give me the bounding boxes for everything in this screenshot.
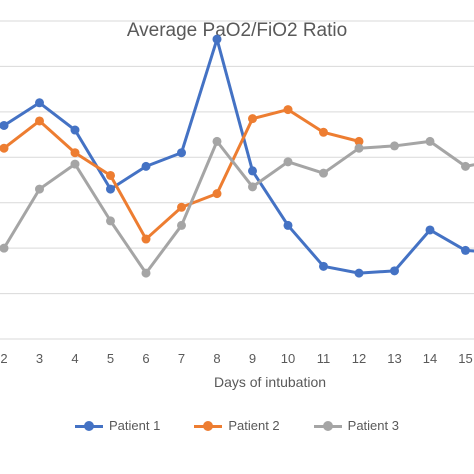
data-point-patient-1: [0, 120, 9, 130]
data-point-patient-1: [354, 268, 364, 278]
data-point-patient-2: [35, 116, 44, 126]
x-tick-label: 9: [249, 351, 256, 366]
data-point-patient-3: [0, 243, 9, 253]
x-tick-label: 15: [458, 351, 472, 366]
data-point-patient-3: [425, 136, 435, 146]
x-axis-label: Days of intubation: [213, 374, 327, 390]
legend-item-patient-1: Patient 1: [75, 418, 160, 433]
legend-label-patient-2: Patient 2: [228, 418, 280, 433]
data-point-patient-1: [70, 125, 80, 135]
x-tick-label: 12: [352, 351, 366, 366]
data-point-patient-2: [0, 143, 9, 153]
data-point-patient-2: [212, 189, 222, 199]
data-point-patient-3: [106, 216, 115, 226]
x-tick-label: 5: [107, 351, 114, 366]
data-point-patient-1: [141, 161, 151, 171]
data-point-patient-1: [35, 98, 44, 108]
data-point-patient-3: [283, 157, 293, 167]
data-point-patient-2: [248, 114, 257, 124]
data-point-patient-1: [319, 261, 328, 271]
data-point-patient-3: [212, 136, 222, 146]
data-point-patient-1: [248, 166, 257, 176]
data-point-patient-3: [35, 184, 44, 194]
data-point-patient-1: [106, 184, 115, 194]
x-tick-label: 7: [178, 351, 185, 366]
data-point-patient-2: [319, 127, 328, 137]
legend: Patient 1 Patient 2 Patient 3: [0, 418, 474, 433]
data-point-patient-3: [177, 220, 186, 230]
data-point-patient-1: [177, 148, 186, 158]
data-point-patient-2: [141, 234, 151, 244]
data-point-patient-3: [319, 168, 328, 178]
data-point-patient-3: [461, 161, 470, 171]
x-tick-labels: 2345678910111213141516: [0, 351, 472, 366]
chart-title: Average PaO2/FiO2 Ratio: [126, 20, 348, 41]
x-tick-label: 14: [423, 351, 437, 366]
data-point-patient-1: [390, 266, 399, 276]
legend-swatch-patient-3: [313, 420, 342, 431]
x-tick-label: 8: [213, 351, 220, 366]
data-point-patient-2: [177, 202, 186, 212]
data-point-patient-2: [354, 136, 364, 146]
legend-item-patient-2: Patient 2: [194, 418, 280, 433]
data-point-patient-1: [212, 34, 222, 44]
gridlines: [0, 20, 474, 340]
data-point-patient-3: [248, 182, 257, 192]
data-point-patient-1: [283, 220, 293, 230]
legend-swatch-patient-1: [75, 420, 103, 431]
legend-item-patient-3: Patient 3: [313, 418, 399, 433]
data-point-patient-1: [461, 245, 470, 255]
data-point-patient-1: [425, 225, 435, 235]
x-tick-label: 10: [281, 351, 295, 366]
data-point-patient-2: [283, 105, 293, 115]
data-point-patient-3: [390, 141, 399, 151]
x-tick-label: 2: [0, 351, 7, 366]
legend-label-patient-1: Patient 1: [109, 418, 161, 433]
x-tick-label: 11: [317, 351, 331, 366]
x-tick-label: 6: [142, 351, 149, 366]
legend-label-patient-3: Patient 3: [347, 418, 399, 433]
series-lines: [0, 34, 474, 278]
x-tick-label: 4: [71, 351, 78, 366]
series-line-patient-2: [3, 108, 360, 241]
legend-swatch-patient-2: [194, 420, 223, 431]
data-point-patient-3: [141, 268, 151, 278]
x-tick-label: 3: [36, 351, 43, 366]
data-point-patient-2: [106, 170, 115, 180]
data-point-patient-3: [70, 159, 80, 169]
data-point-patient-3: [354, 143, 364, 153]
data-point-patient-2: [70, 148, 80, 158]
x-tick-label: 13: [387, 351, 401, 366]
